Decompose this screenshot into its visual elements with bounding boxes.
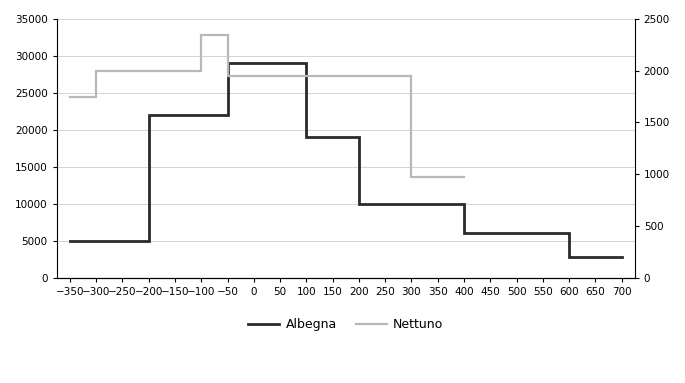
Legend: Albegna, Nettuno: Albegna, Nettuno (243, 313, 449, 336)
